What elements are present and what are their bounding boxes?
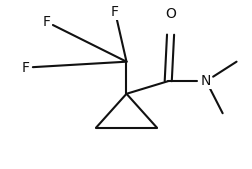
Text: N: N — [200, 74, 211, 88]
Text: F: F — [111, 5, 119, 19]
Text: O: O — [165, 7, 175, 20]
Text: F: F — [21, 61, 29, 75]
Text: F: F — [43, 15, 51, 29]
